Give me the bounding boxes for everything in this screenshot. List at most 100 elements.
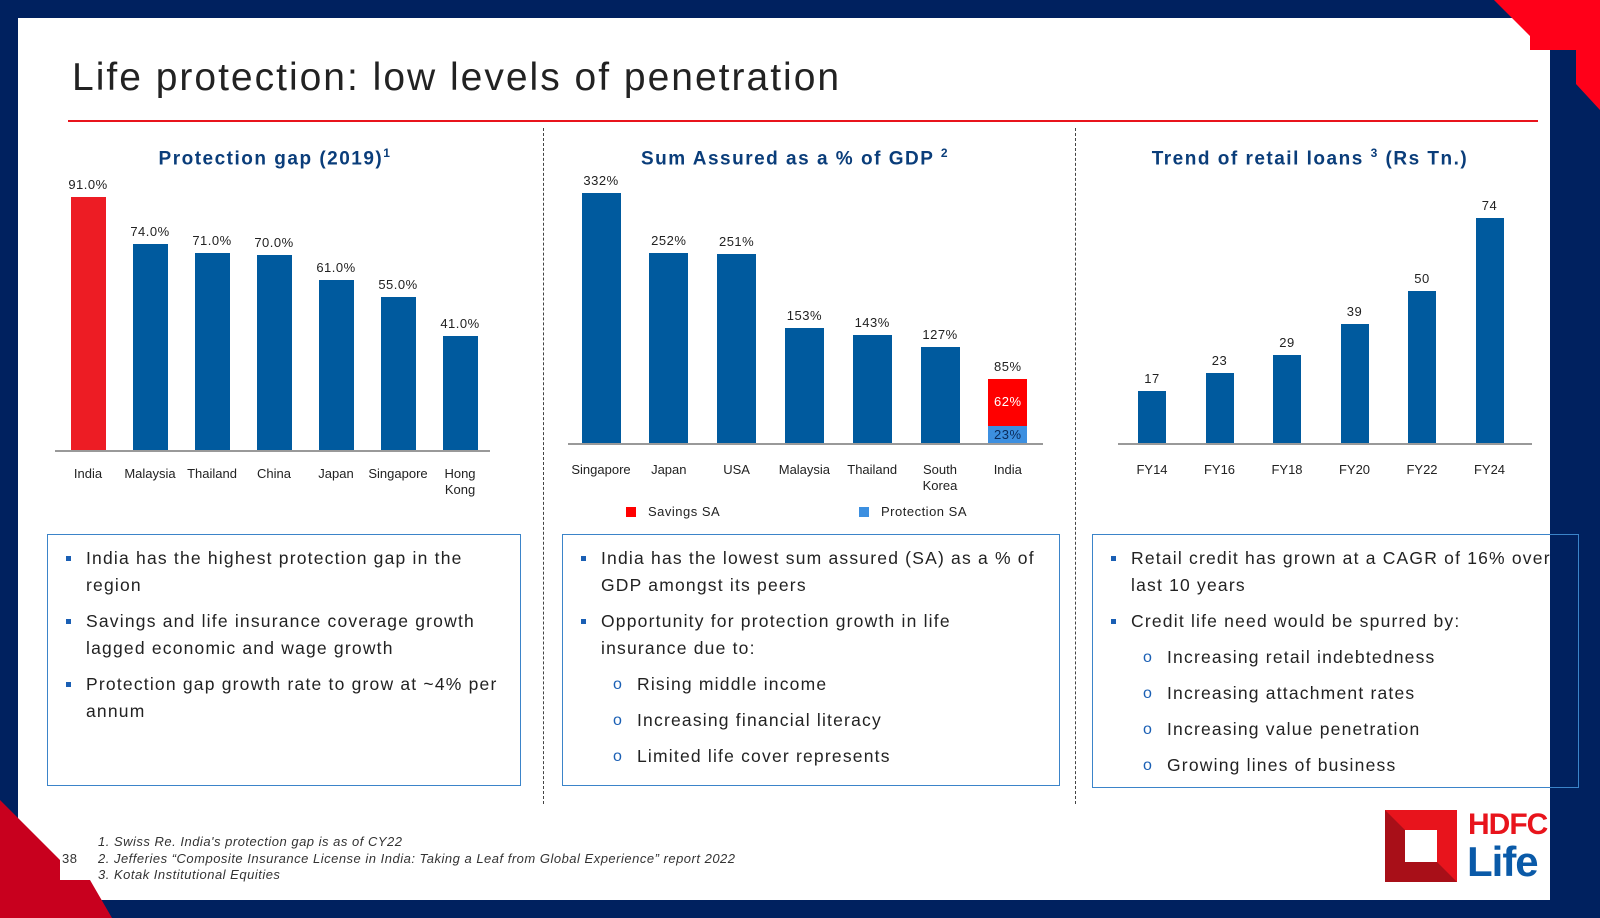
sub-bullet-point: o Increasing financial literacy [581, 707, 1039, 734]
chart-axis [1118, 443, 1532, 445]
data-label: 127% [922, 327, 958, 343]
data-label: 55.0% [378, 277, 418, 293]
category-label: Thailand [187, 466, 237, 481]
chart-title-retail-loans: Trend of retail loans 3 (Rs Tn.) [1100, 146, 1520, 170]
data-label: 153% [786, 307, 823, 323]
legend-swatch [626, 507, 636, 517]
sub-bullet-point: o Limited life cover represents [581, 743, 1039, 770]
chart-title-sum-assured: Sum Assured as a % of GDP 2 [560, 146, 1030, 170]
category-label: Singapore [571, 462, 631, 477]
bullet-point: India has the lowest sum assured (SA) as… [581, 545, 1039, 599]
sub-bullet-marker: o [613, 712, 624, 729]
page-number: 38 [62, 851, 78, 866]
sub-bullet-text: Growing lines of business [1167, 755, 1397, 775]
segment-label: 23% [994, 426, 1022, 442]
category-label: Japan [651, 462, 687, 477]
legend-item-savings: Savings SA [626, 504, 720, 519]
bar-fy20 [1340, 324, 1369, 443]
sub-bullet-text: Increasing financial literacy [637, 710, 882, 730]
category-label: South Korea [922, 462, 958, 493]
data-label: 61.0% [316, 260, 356, 276]
bullet-point: Retail credit has grown at a CAGR of 16%… [1111, 545, 1558, 599]
bullet-point: Protection gap growth rate to grow at ~4… [66, 671, 500, 725]
page-title: Life protection: low levels of penetrati… [72, 56, 842, 99]
data-label: 143% [854, 315, 890, 331]
sub-bullet-marker: o [1143, 685, 1154, 702]
insight-box-protection-gap: India has the highest protection gap in … [47, 534, 521, 786]
sub-bullet-marker: o [613, 676, 624, 693]
slide [18, 18, 1550, 900]
data-label: 252% [651, 233, 687, 249]
category-label: India [73, 466, 103, 481]
bar-malaysia [784, 327, 824, 443]
bar-hong-kong [442, 336, 478, 450]
data-label: 70.0% [254, 235, 294, 251]
bar-fy22 [1408, 291, 1436, 443]
category-label: FY16 [1203, 462, 1236, 477]
bar-usa [717, 253, 757, 443]
footnote-ref: 1 [383, 146, 392, 160]
bar-thailand [194, 252, 230, 450]
data-label: 23 [1211, 353, 1228, 369]
sub-bullet-point: o Increasing retail indebtedness [1111, 644, 1558, 671]
sub-bullet-marker: o [1143, 757, 1154, 774]
bar-india [70, 197, 106, 450]
sub-bullet-point: o Rising middle income [581, 671, 1039, 698]
category-label: FY24 [1473, 462, 1506, 477]
bar-fy18 [1273, 354, 1301, 443]
bar-thailand [852, 335, 892, 443]
bar-malaysia [132, 244, 168, 450]
legend-item-protection: Protection SA [859, 504, 967, 519]
bar-singapore [581, 193, 621, 443]
bar-singapore [380, 297, 416, 450]
sub-bullet-point: o Increasing attachment rates [1111, 680, 1558, 707]
data-label: 29 [1279, 334, 1295, 350]
bar-japan [318, 280, 354, 450]
chart-title-protection-gap: Protection gap (2019)1 [60, 146, 490, 170]
legend-swatch [859, 507, 869, 517]
footnote: 2. Jefferies “Composite Insurance Licens… [98, 850, 736, 866]
category-label: FY18 [1271, 462, 1303, 477]
chart-title-text: Sum Assured as a % of GDP [641, 148, 935, 170]
bar-segment-savings [988, 378, 1028, 426]
bullet-point: India has the highest protection gap in … [66, 545, 500, 599]
sub-bullet-marker: o [613, 748, 624, 765]
hdfc-life-logo: HDFC Life [1385, 808, 1561, 888]
category-label: Malaysia [124, 466, 176, 481]
footnotes: 1. Swiss Re. India's protection gap is a… [98, 834, 736, 884]
segment-label: 62% [994, 394, 1022, 410]
sub-bullet-text: Rising middle income [637, 674, 828, 694]
bar-south-korea [920, 347, 960, 443]
sub-bullet-text: Increasing attachment rates [1167, 683, 1416, 703]
footnote: 3. Kotak Institutional Equities [98, 867, 281, 882]
sub-bullet-text: Increasing retail indebtedness [1167, 647, 1436, 667]
sub-bullet-point: o Growing lines of business [1111, 752, 1558, 779]
data-label: 39 [1346, 304, 1363, 320]
chart-axis [568, 443, 1043, 445]
footnote: 1. Swiss Re. India's protection gap is a… [98, 834, 403, 849]
sub-bullet-text: Limited life cover represents [637, 746, 891, 766]
bullet-point: Credit life need would be spurred by: [1111, 608, 1558, 635]
category-label: FY22 [1406, 462, 1438, 477]
sub-bullet-text: Increasing value penetration [1167, 719, 1421, 739]
sub-bullet-point: o Increasing value penetration [1111, 716, 1558, 743]
title-divider [68, 120, 1538, 122]
insight-box-retail-loans: Retail credit has grown at a CAGR of 16%… [1092, 534, 1579, 788]
category-label: FY20 [1338, 462, 1371, 477]
category-label: USA [723, 462, 750, 477]
category-label: Malaysia [778, 462, 831, 477]
insight-box-sum-assured: India has the lowest sum assured (SA) as… [562, 534, 1060, 786]
sub-bullet-marker: o [1143, 721, 1154, 738]
data-label: 332% [583, 173, 619, 188]
legend-label: Savings SA [648, 504, 721, 519]
data-label: 85% [994, 358, 1022, 374]
logo-text-life: Life [1467, 838, 1539, 885]
bar-fy14 [1138, 391, 1166, 443]
chart-title-unit: (Rs Tn.) [1385, 148, 1469, 170]
category-label: Hong Kong [444, 466, 476, 497]
legend-label: Protection SA [881, 504, 967, 519]
bullet-point: Savings and life insurance coverage grow… [66, 608, 500, 662]
data-label: 91.0% [68, 177, 108, 193]
bar-fy16 [1205, 373, 1234, 443]
category-label: Japan [318, 466, 354, 481]
